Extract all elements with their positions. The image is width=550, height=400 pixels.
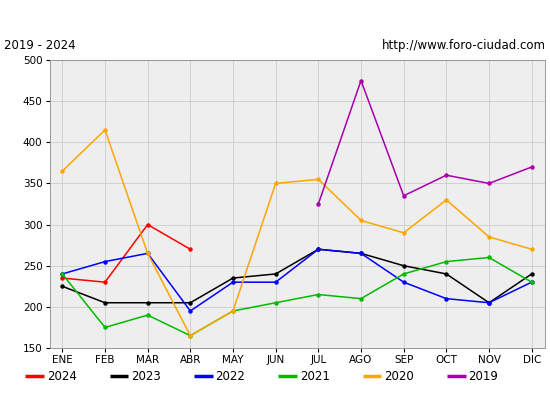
2019 — [315, 202, 322, 206]
2020 — [486, 234, 492, 239]
Text: Evolucion Nº Turistas Extranjeros en el municipio de Picanya: Evolucion Nº Turistas Extranjeros en el … — [53, 8, 497, 24]
2023 — [272, 272, 279, 276]
2022 — [400, 280, 407, 284]
Text: 2019 - 2024: 2019 - 2024 — [4, 40, 76, 52]
2019 — [358, 78, 364, 83]
Text: 2024: 2024 — [47, 370, 76, 382]
2021 — [102, 325, 108, 330]
2023 — [187, 300, 194, 305]
2023 — [102, 300, 108, 305]
2021 — [230, 308, 236, 313]
2021 — [443, 259, 450, 264]
2020 — [315, 177, 322, 182]
2022 — [144, 251, 151, 256]
2024 — [102, 280, 108, 284]
2023 — [443, 272, 450, 276]
Line: 2020: 2020 — [60, 128, 534, 337]
2021 — [315, 292, 322, 297]
2021 — [358, 296, 364, 301]
Line: 2023: 2023 — [60, 248, 534, 304]
Line: 2021: 2021 — [60, 256, 534, 337]
2021 — [144, 313, 151, 318]
2023 — [358, 251, 364, 256]
2020 — [187, 333, 194, 338]
Line: 2024: 2024 — [60, 223, 192, 284]
2022 — [315, 247, 322, 252]
2022 — [102, 259, 108, 264]
2021 — [486, 255, 492, 260]
2023 — [400, 263, 407, 268]
2020 — [529, 247, 535, 252]
2020 — [102, 128, 108, 132]
2020 — [144, 251, 151, 256]
2024 — [59, 276, 65, 280]
2024 — [187, 247, 194, 252]
2022 — [230, 280, 236, 284]
2019 — [400, 193, 407, 198]
Text: 2021: 2021 — [300, 370, 329, 382]
2021 — [59, 272, 65, 276]
2020 — [358, 218, 364, 223]
Line: 2022: 2022 — [60, 248, 534, 312]
2021 — [529, 280, 535, 284]
2021 — [400, 272, 407, 276]
2023 — [315, 247, 322, 252]
2020 — [59, 169, 65, 174]
2020 — [443, 198, 450, 202]
Text: 2019: 2019 — [468, 370, 498, 382]
2023 — [144, 300, 151, 305]
2022 — [358, 251, 364, 256]
2021 — [272, 300, 279, 305]
2023 — [230, 276, 236, 280]
Text: http://www.foro-ciudad.com: http://www.foro-ciudad.com — [382, 40, 546, 52]
Text: 2020: 2020 — [384, 370, 414, 382]
2023 — [486, 300, 492, 305]
Text: 2023: 2023 — [131, 370, 161, 382]
2023 — [59, 284, 65, 289]
Text: 2022: 2022 — [215, 370, 245, 382]
2022 — [187, 308, 194, 313]
2023 — [529, 272, 535, 276]
2020 — [230, 308, 236, 313]
2022 — [59, 272, 65, 276]
2022 — [272, 280, 279, 284]
2022 — [529, 280, 535, 284]
2019 — [443, 173, 450, 178]
Line: 2019: 2019 — [317, 79, 534, 206]
2021 — [187, 333, 194, 338]
2022 — [486, 300, 492, 305]
2019 — [529, 164, 535, 169]
2020 — [272, 181, 279, 186]
2022 — [443, 296, 450, 301]
2019 — [486, 181, 492, 186]
2024 — [144, 222, 151, 227]
2020 — [400, 230, 407, 235]
